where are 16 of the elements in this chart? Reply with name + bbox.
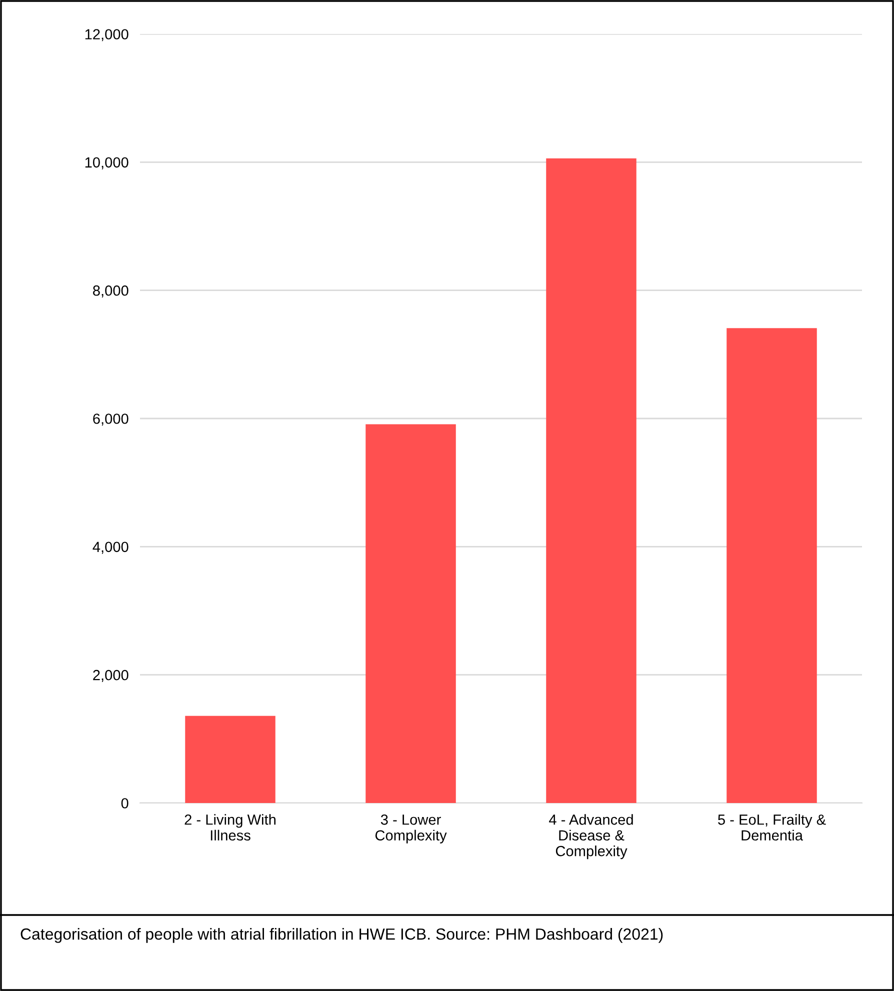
y-tick-label: 8,000 — [93, 285, 128, 298]
y-tick-label: 6,000 — [93, 414, 128, 426]
bar — [185, 716, 276, 803]
y-tick-label: 2,000 — [93, 670, 128, 682]
x-tick-label: 2 - Living With Illness — [184, 814, 276, 841]
y-tick-label: 0 — [121, 798, 128, 808]
x-tick-label: 4 - Advanced Disease & Complexity — [549, 814, 633, 860]
y-tick-label: 12,000 — [85, 29, 128, 42]
x-tick-label: 3 - Lower Complexity — [375, 814, 447, 844]
y-tick-label: 10,000 — [85, 157, 128, 170]
bar — [546, 158, 636, 803]
bar — [726, 328, 817, 803]
x-tick-label: 5 - EoL, Frailty & Dementia — [718, 814, 826, 841]
text: Categorisation of people with atrial fibrillation in HWE ICB. Source: PHM Dashboard (2021) — [20, 928, 663, 943]
y-tick-label: 4,000 — [92, 542, 128, 554]
bar — [366, 424, 456, 803]
